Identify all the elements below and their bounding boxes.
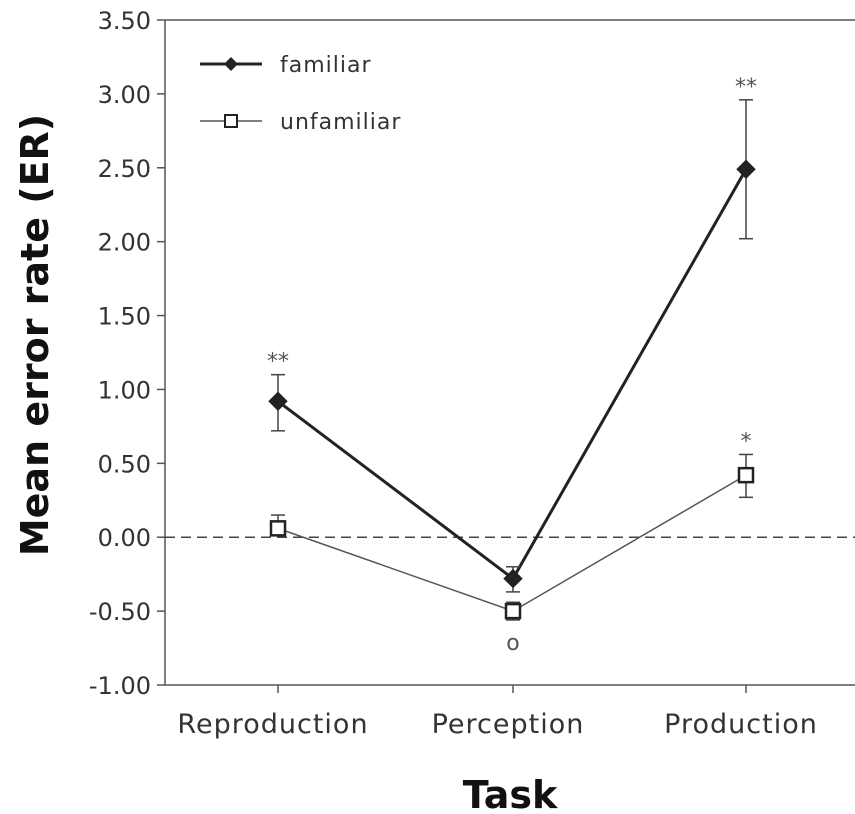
unfamiliar-point	[737, 466, 755, 484]
series-familiar: ** **	[267, 75, 757, 593]
familiar-point	[736, 159, 756, 179]
legend-item-unfamiliar: unfamiliar	[200, 110, 401, 135]
x-tick-label: Perception	[432, 709, 585, 740]
unfamiliar-significance-label: o	[506, 631, 519, 656]
familiar-point	[503, 568, 523, 589]
legend: familiar unfamiliar	[200, 53, 401, 135]
legend-item-familiar: familiar	[200, 53, 372, 78]
series-unfamiliar: o*	[269, 429, 755, 656]
unfamiliar-significance-label: *	[741, 429, 752, 454]
x-tick-label: Reproduction	[177, 709, 368, 740]
y-tick-label: 3.50	[98, 7, 151, 35]
familiar-significance-label: **	[735, 75, 757, 100]
y-tick-label: 0.00	[98, 524, 151, 552]
legend-marker	[224, 57, 238, 71]
familiar-significance-label: **	[267, 350, 289, 375]
y-tick-label: 1.00	[98, 376, 151, 404]
y-tick-label: -1.00	[89, 672, 151, 700]
y-tick-label: -0.50	[89, 598, 151, 626]
legend-marker	[224, 114, 238, 128]
x-axis-ticks: Reproduction Perception Production	[177, 685, 817, 740]
y-tick-label: 1.50	[98, 303, 151, 331]
familiar-point	[268, 391, 288, 411]
y-tick-label: 0.50	[98, 450, 151, 478]
y-tick-label: 3.00	[98, 81, 151, 109]
y-axis-title: Mean error rate (ER)	[13, 114, 57, 556]
familiar-line	[277, 168, 748, 581]
unfamiliar-point	[504, 602, 522, 620]
plot-frame	[164, 19, 855, 686]
series-layer: o*****	[267, 75, 757, 656]
unfamiliar-point	[269, 520, 287, 537]
y-tick-label: 2.00	[98, 229, 151, 257]
y-axis-ticks: 3.50 3.00 2.50 2.00 1.50 1.00 0.50 0.00 -0.50 -1.…	[89, 7, 165, 700]
x-axis-title: Task	[463, 773, 558, 814]
y-tick-label: 2.50	[98, 155, 151, 183]
unfamiliar-line	[277, 474, 747, 612]
legend-label: unfamiliar	[280, 110, 401, 135]
legend-label: familiar	[280, 53, 372, 78]
x-tick-label: Production	[664, 709, 818, 740]
